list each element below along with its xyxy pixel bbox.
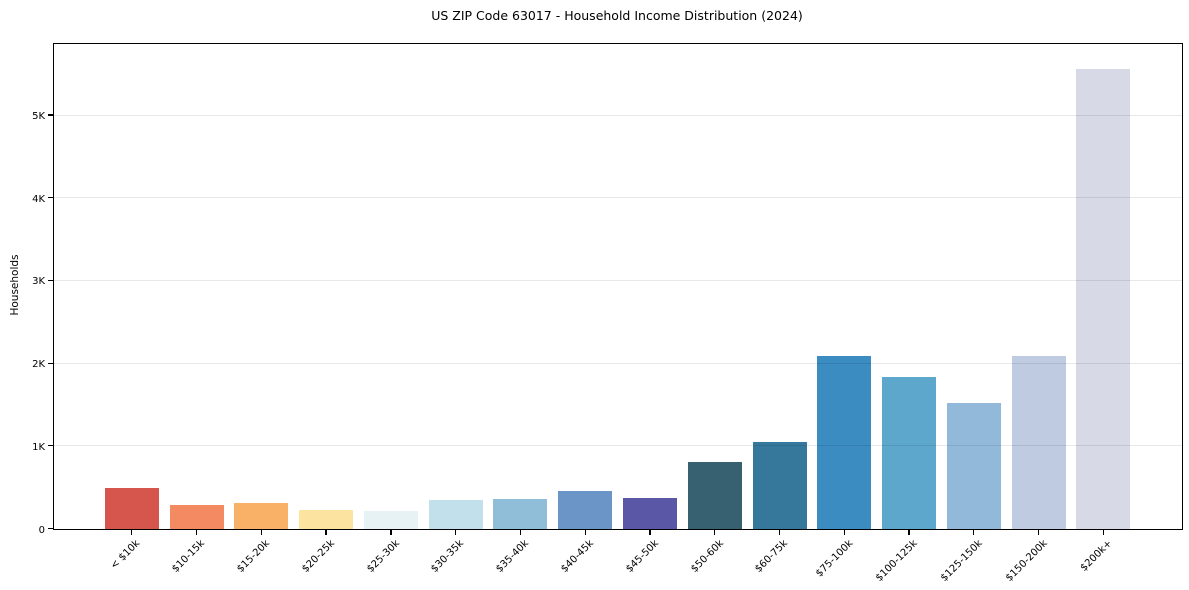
- y-tick-label: 0: [38, 524, 45, 536]
- bar-6: [428, 499, 483, 529]
- x-tick-label: $35-40k: [494, 537, 532, 575]
- y-tick-mark: [48, 445, 53, 447]
- bar-7: [493, 498, 548, 529]
- y-axis-label: Households: [9, 254, 21, 316]
- y-gridline: [54, 362, 1182, 364]
- y-tick-label: 1K: [32, 441, 45, 453]
- bar-1: [104, 488, 159, 529]
- x-tick-mark: [843, 529, 845, 535]
- y-gridline: [54, 114, 1182, 116]
- x-tick-mark: [519, 529, 522, 535]
- y-tick-mark: [48, 527, 53, 530]
- bar-5: [363, 511, 418, 529]
- x-tick-label: $100-125k: [873, 537, 920, 584]
- bar-8: [558, 490, 613, 529]
- x-tick-mark: [195, 529, 198, 535]
- x-tick-mark: [973, 529, 975, 535]
- y-tick-label: 4K: [32, 193, 45, 205]
- bar-11: [752, 441, 807, 529]
- y-gridline: [54, 197, 1182, 199]
- y-tick-label: 3K: [32, 276, 45, 288]
- x-tick-label: $20-25k: [299, 537, 337, 575]
- bar-12: [817, 356, 872, 529]
- bar-15: [1011, 355, 1066, 529]
- x-tick-mark: [390, 529, 392, 535]
- bar-4: [299, 509, 354, 529]
- plot-area: 0 1K 2K 3K 4K 5K < $10k $10-15k $15-20k $20-25k $2…: [32, 43, 1183, 583]
- x-tick-label: $25-30k: [364, 537, 402, 575]
- x-tick-mark: [778, 529, 781, 535]
- x-tick-mark: [649, 529, 651, 535]
- x-tick-mark: [714, 529, 716, 535]
- bar-2: [169, 504, 224, 529]
- bar-14: [946, 402, 1001, 529]
- x-tick-mark: [1037, 529, 1040, 535]
- chart-title: US ZIP Code 63017 - Household Income Dis…: [431, 8, 803, 23]
- y-tick-label: 2K: [32, 359, 45, 371]
- x-tick-mark: [1102, 529, 1104, 535]
- x-tick-label: $50-60k: [688, 537, 726, 575]
- x-tick-mark: [908, 529, 910, 535]
- x-tick-mark: [584, 529, 586, 535]
- y-tick-mark: [48, 279, 53, 282]
- bar-3: [234, 502, 289, 529]
- x-tick-label: $75-100k: [813, 537, 856, 579]
- x-tick-mark: [325, 529, 327, 535]
- y-tick-mark: [48, 362, 53, 364]
- bar-16: [1076, 68, 1131, 529]
- x-tick-label: $150-200k: [1003, 537, 1050, 584]
- x-tick-mark: [260, 529, 262, 535]
- bar-13: [882, 376, 937, 529]
- bar-10: [687, 461, 742, 529]
- x-tick-label: $125-150k: [938, 537, 985, 584]
- x-tick-mark: [455, 529, 457, 535]
- y-gridline: [54, 279, 1182, 281]
- x-tick-label: $200k+: [1078, 537, 1115, 574]
- x-tick-label: $10-15k: [170, 537, 208, 575]
- x-tick-label: $40-45k: [559, 537, 596, 575]
- x-tick-label: $30-35k: [429, 537, 467, 575]
- y-tick-mark: [48, 197, 53, 199]
- x-tick-label: $60-75k: [753, 537, 791, 575]
- x-tick-mark: [131, 529, 133, 535]
- y-gridline: [54, 445, 1182, 447]
- bar-9: [622, 498, 677, 529]
- y-tick-mark: [48, 114, 53, 116]
- x-tick-label: < $10k: [109, 537, 143, 572]
- y-tick-label: 5K: [32, 111, 45, 123]
- x-tick-label: $45-50k: [623, 537, 661, 575]
- x-tick-label: $15-20k: [235, 537, 273, 575]
